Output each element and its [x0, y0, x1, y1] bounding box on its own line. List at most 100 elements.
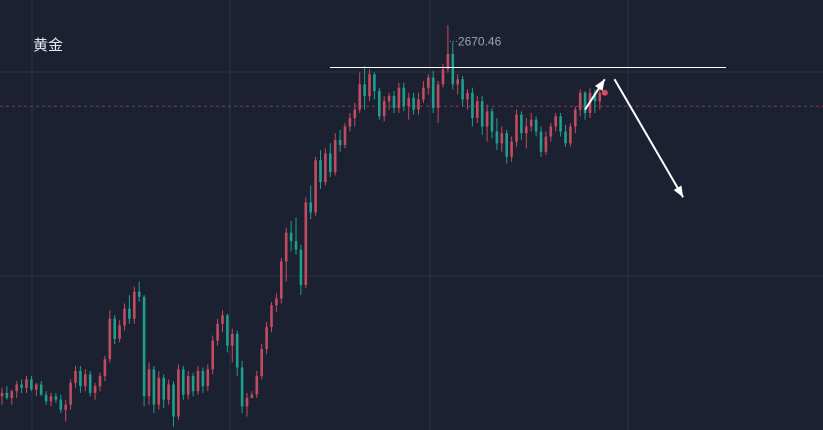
candle-body — [275, 298, 278, 306]
candle-body — [5, 392, 9, 398]
candle-body — [525, 126, 528, 134]
candle-body — [172, 384, 175, 417]
candle-body — [49, 396, 53, 402]
candle-body — [500, 133, 504, 144]
candle-body — [162, 377, 165, 400]
candle-body — [431, 77, 435, 108]
forecast-arrow-down-shaft — [613, 78, 684, 198]
candle-body — [128, 308, 131, 319]
candle-body — [529, 119, 533, 127]
candle-body — [240, 367, 244, 407]
candle-body — [382, 101, 386, 117]
candle-body — [441, 69, 445, 85]
candle-body — [289, 232, 293, 242]
candle-body — [510, 141, 513, 157]
candle-body — [294, 241, 298, 250]
candle-body — [368, 74, 371, 97]
forecast-arrow-down-head — [673, 185, 684, 198]
candle-body — [422, 87, 425, 100]
candle-body — [564, 131, 567, 144]
candle-body — [446, 53, 450, 70]
candle-body — [98, 376, 102, 387]
candle-body — [108, 318, 112, 360]
candle-body — [554, 116, 557, 127]
candle-body — [314, 160, 317, 213]
candle-body — [544, 136, 548, 152]
candle-body — [59, 399, 63, 410]
candle-body — [35, 384, 38, 390]
candle-body — [270, 305, 273, 328]
candle-body — [436, 84, 440, 108]
candle-body — [79, 370, 82, 387]
candle-body — [147, 369, 151, 397]
candle-body — [427, 77, 430, 88]
candle-body — [118, 325, 121, 339]
candle-body — [598, 92, 602, 102]
candle-body — [402, 87, 406, 107]
candle-body — [206, 369, 210, 387]
candle-body — [265, 327, 268, 350]
candle-body — [505, 133, 508, 157]
candle-body — [88, 374, 92, 393]
candle-body — [93, 386, 97, 393]
candle-body — [397, 87, 401, 108]
candle-body — [69, 382, 72, 405]
candle-body — [338, 139, 342, 146]
candle-body — [593, 92, 597, 102]
candle-body — [485, 111, 489, 127]
candle-body — [559, 116, 562, 132]
candle-body — [461, 79, 464, 100]
candle-body — [103, 359, 107, 377]
candle-body — [299, 249, 303, 285]
high-price-label: 2670.46 — [458, 34, 502, 48]
candle-body — [186, 376, 190, 395]
candle-body — [412, 97, 415, 110]
candle-body — [284, 232, 288, 262]
candle-body — [549, 126, 553, 137]
candle-body — [142, 296, 146, 397]
candle-body — [30, 379, 33, 390]
candle-body — [578, 92, 582, 110]
candle-body — [480, 101, 484, 127]
candle-body — [177, 369, 180, 417]
candle-body — [333, 139, 337, 172]
candle-body — [221, 315, 224, 324]
candle-body — [329, 153, 332, 172]
candle-body — [407, 97, 410, 107]
candle-body — [574, 109, 577, 127]
candle-body — [245, 397, 249, 407]
candle-body — [74, 370, 77, 383]
candle-body — [152, 369, 156, 405]
candle-body — [319, 160, 322, 183]
candle-body — [343, 126, 347, 146]
candle-body — [157, 377, 161, 405]
candle-body — [358, 84, 361, 110]
candle-body — [280, 261, 283, 299]
candle-body — [113, 318, 116, 339]
last-price-dot — [601, 89, 608, 96]
candle-body — [417, 99, 420, 110]
candle-body — [250, 394, 254, 398]
candle-body — [255, 376, 259, 395]
candle-body — [490, 111, 494, 132]
candle-body — [392, 96, 396, 108]
candle-body — [348, 118, 352, 127]
candle-body — [54, 396, 58, 400]
candle-body — [64, 404, 67, 410]
candle-body — [569, 126, 572, 144]
candle-body — [466, 92, 469, 100]
candle-body — [211, 340, 214, 370]
candle-body — [182, 369, 185, 395]
candle-body — [363, 84, 366, 97]
candle-body — [39, 384, 43, 395]
candle-body — [226, 315, 229, 346]
candle-body — [451, 53, 455, 85]
candle-body — [20, 384, 23, 388]
candle-body — [353, 109, 357, 119]
candle-body — [133, 291, 136, 319]
candle-body — [515, 114, 518, 142]
candle-body — [201, 370, 205, 387]
candle-body — [583, 92, 587, 113]
